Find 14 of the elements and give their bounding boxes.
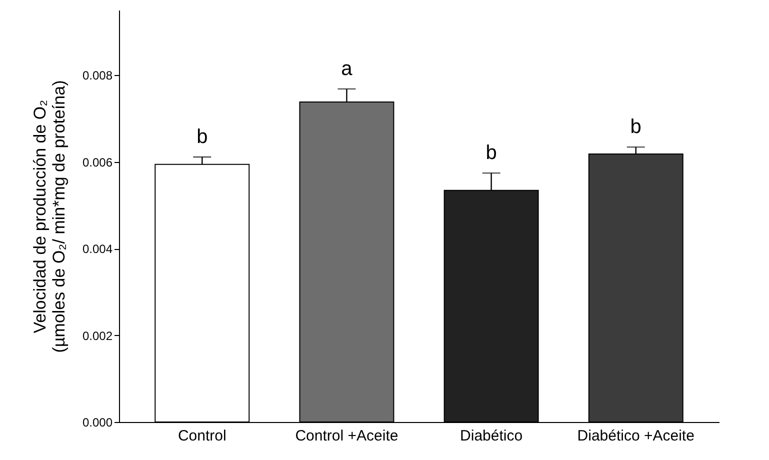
x-tick-label: Control +Aceite [295,428,398,444]
x-tick-label: Control [178,428,226,444]
annotation: b [486,142,497,164]
x-tick-label: Diabético [460,428,523,444]
y-tick-label: 0.006 [82,155,113,170]
x-tick-label: Diabético +Aceite [577,428,694,444]
y-axis-title: Velocidad de producción de O₂ (µmoles de O₂/ min*mg de proteína) [30,80,68,353]
annotation: b [630,116,642,138]
annotation: a [341,58,354,80]
y-tick-label: 0.000 [82,416,113,430]
annotation: b [196,126,208,148]
y-tick-label: 0.008 [82,68,113,83]
y-tick-label: 0.004 [82,242,113,256]
y-tick-label: 0.002 [82,328,113,343]
